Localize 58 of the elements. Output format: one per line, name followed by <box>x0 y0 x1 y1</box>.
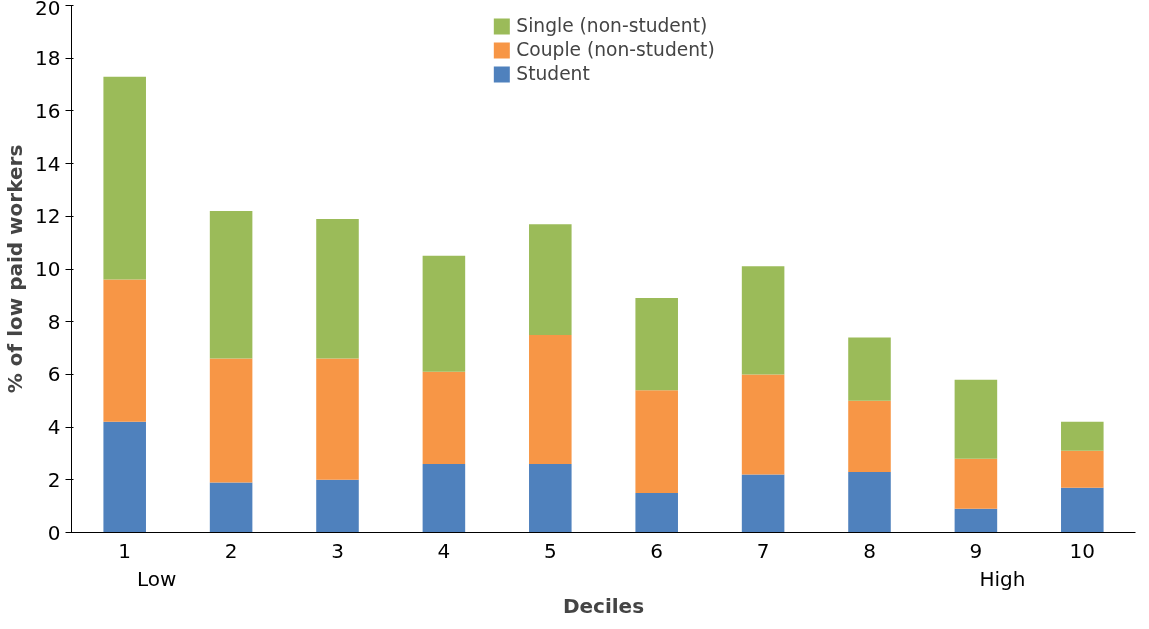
bar <box>635 492 678 533</box>
x-tick-label: 8 <box>863 538 876 563</box>
x-tick-label: 2 <box>224 538 238 563</box>
bar <box>422 371 466 464</box>
bar <box>954 379 998 459</box>
y-tick-label: 6 <box>47 362 61 387</box>
bar <box>103 279 146 422</box>
text: Low <box>136 566 177 591</box>
bar <box>422 255 466 372</box>
x-tick-label: 6 <box>650 538 664 563</box>
y-tick-label: 16 <box>35 98 61 123</box>
bar <box>209 211 253 359</box>
bar <box>741 374 785 475</box>
text: High <box>979 566 1026 591</box>
y-tick-label: 2 <box>47 467 61 492</box>
bar <box>316 218 359 359</box>
x-tick-label: 4 <box>437 538 451 563</box>
y-tick-label: 8 <box>47 309 61 334</box>
legend-label: Single (non-student) <box>516 15 708 36</box>
y-tick-label: 12 <box>35 204 61 229</box>
legend-label: Couple (non-student) <box>516 39 715 60</box>
bar <box>848 471 891 533</box>
x-tick-label: 5 <box>543 538 557 563</box>
y-tick-label: 0 <box>47 520 61 545</box>
x-tick-label: 9 <box>969 538 983 563</box>
bar <box>422 463 466 533</box>
bar <box>209 358 253 483</box>
bar <box>954 458 998 509</box>
bar <box>848 337 891 401</box>
y-axis-title: % of low paid workers <box>3 144 28 394</box>
bar <box>741 266 785 375</box>
bar <box>529 463 572 533</box>
bar <box>741 474 785 533</box>
legend-label: Student <box>516 63 590 84</box>
bar <box>316 358 359 480</box>
bar <box>103 76 146 280</box>
y-tick-label: 4 <box>47 415 61 440</box>
x-tick-label: 1 <box>118 538 132 563</box>
bar <box>316 479 359 533</box>
bar <box>1061 450 1104 488</box>
bar <box>209 482 253 533</box>
bar <box>954 508 998 533</box>
y-tick-label: 18 <box>35 46 61 71</box>
x-axis-title: Deciles <box>562 593 645 618</box>
x-tick-label: 10 <box>1069 538 1096 563</box>
bar <box>1061 487 1104 533</box>
bar <box>529 224 572 335</box>
bar <box>529 334 572 464</box>
x-tick-label: 3 <box>331 538 344 563</box>
bar <box>635 390 678 493</box>
bar <box>103 421 146 533</box>
bar <box>848 400 891 472</box>
bar <box>635 297 678 391</box>
y-tick-label: 20 <box>35 0 61 20</box>
y-tick-label: 14 <box>35 151 61 176</box>
x-tick-label: 7 <box>756 538 770 563</box>
bar <box>1061 421 1104 451</box>
y-tick-label: 10 <box>35 257 61 281</box>
